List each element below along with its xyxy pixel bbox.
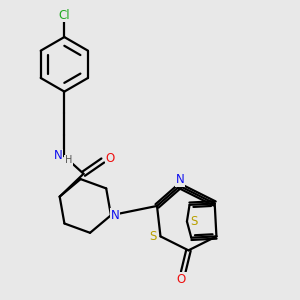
Text: S: S xyxy=(149,230,157,243)
Text: N: N xyxy=(176,173,185,186)
Text: O: O xyxy=(105,152,114,165)
Text: Cl: Cl xyxy=(58,9,70,22)
Text: H: H xyxy=(65,155,72,166)
Text: O: O xyxy=(177,272,186,286)
Text: S: S xyxy=(190,215,198,228)
Text: N: N xyxy=(54,149,62,162)
Text: N: N xyxy=(111,209,119,222)
